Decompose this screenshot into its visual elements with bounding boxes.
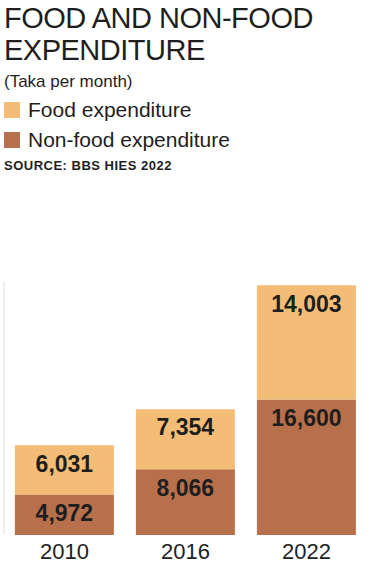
svg-text:16,600: 16,600 [271, 405, 341, 431]
svg-text:6,031: 6,031 [36, 451, 94, 477]
html-text:SOURCE: BBS HIES 2022: SOURCE: BBS HIES 2022 [4, 158, 172, 173]
svg-text:2022: 2022 [282, 539, 331, 564]
svg-text:2010: 2010 [40, 539, 89, 564]
svg-text:7,354: 7,354 [157, 414, 215, 440]
svg-text:4,972: 4,972 [36, 500, 94, 526]
html-text:Non-food expenditure: Non-food expenditure [28, 128, 230, 151]
html-text:FOOD AND NON-FOOD EXPENDITURE: FOOD AND NON-FOOD EXPENDITURE [4, 2, 313, 66]
svg-text:8,066: 8,066 [157, 475, 215, 501]
svg-text:14,003: 14,003 [271, 291, 341, 317]
svg-text:2016: 2016 [161, 539, 210, 564]
html-text:(Taka per month): (Taka per month) [4, 72, 133, 91]
html-text:Food expenditure: Food expenditure [28, 98, 192, 121]
